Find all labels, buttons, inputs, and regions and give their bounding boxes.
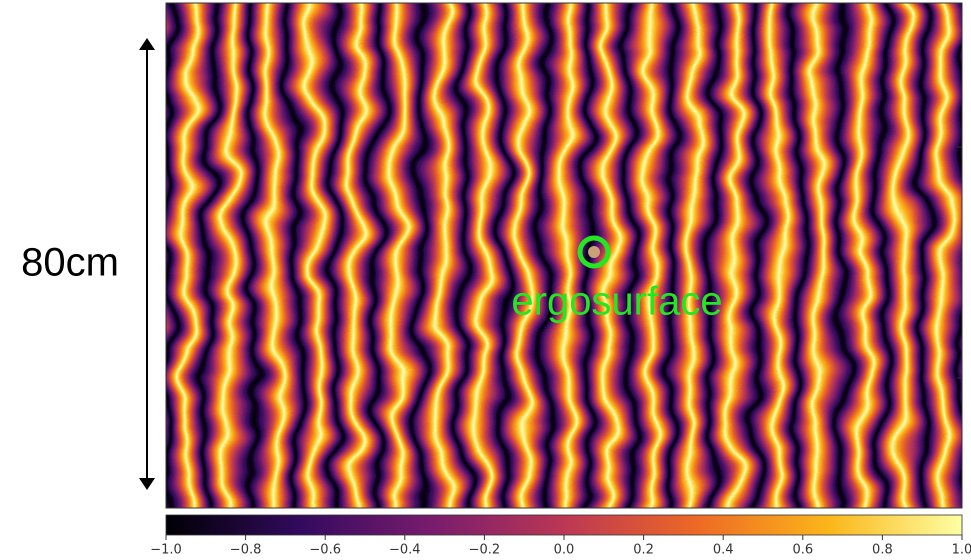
- colorbar-tick-label: 0.4: [713, 543, 734, 558]
- colorbar-tick-label: −0.8: [230, 543, 262, 558]
- colorbar-tick-label: −0.6: [309, 543, 341, 558]
- scale-label: 80cm: [21, 241, 119, 285]
- image-frame: [165, 2, 963, 509]
- colorbar-tick-label: −0.2: [469, 543, 501, 558]
- colorbar-tick-label: −0.4: [389, 543, 421, 558]
- source: [588, 246, 600, 258]
- wave-image: [166, 3, 962, 508]
- arrow-head: [139, 478, 155, 490]
- colorbar-tick-label: 1.0: [952, 543, 971, 558]
- colorbar-tick-label: 0.6: [792, 543, 813, 558]
- colorbar: [165, 514, 963, 536]
- wave-field: [166, 3, 962, 508]
- colorbar-tick-label: 0.8: [872, 543, 893, 558]
- ergosurface-marker: [577, 235, 611, 269]
- colorbar-tick-label: 0.0: [554, 543, 575, 558]
- annotation: ergosurface: [511, 280, 722, 324]
- colorbar-tick-label: −1.0: [150, 543, 182, 558]
- arrow-head: [139, 38, 155, 50]
- colorbar-tick-label: 0.2: [633, 543, 654, 558]
